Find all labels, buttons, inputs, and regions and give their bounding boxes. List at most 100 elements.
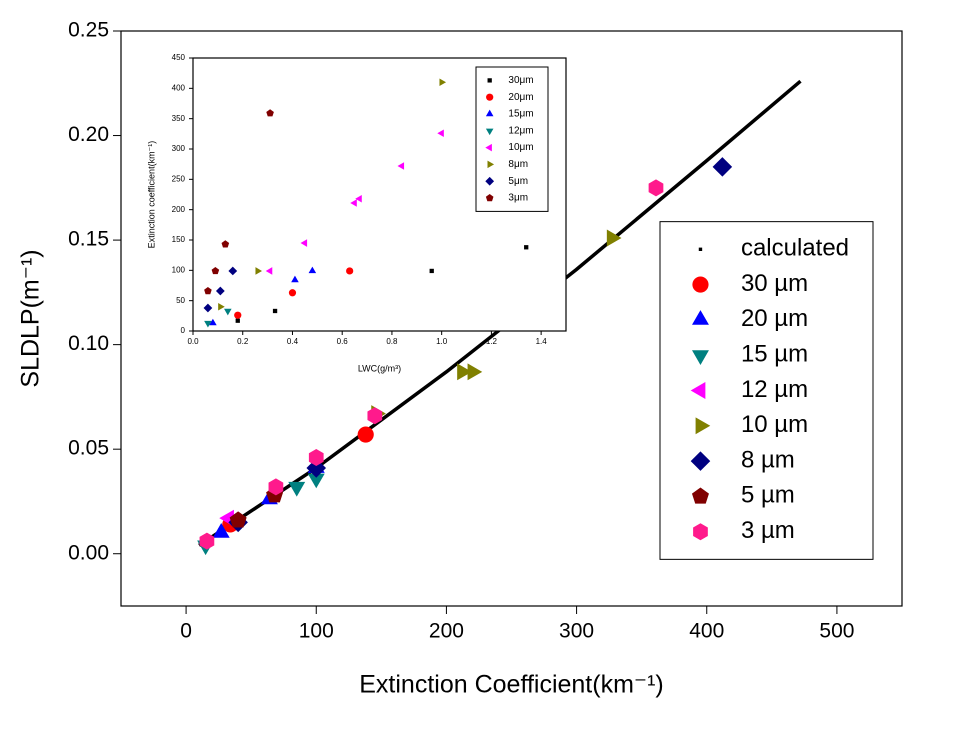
y-axis-title: Extinction coefficient(km⁻¹)	[146, 141, 156, 249]
y-tick-label: 300	[172, 144, 186, 153]
point	[439, 78, 447, 87]
point	[307, 473, 325, 489]
x-tick-label: 200	[429, 619, 464, 642]
x-tick-label: 0.6	[337, 337, 349, 346]
legend-marker	[485, 194, 494, 202]
legend-label: 5 µm	[741, 482, 795, 509]
x-tick-label: 0	[180, 619, 192, 642]
point	[367, 407, 383, 425]
legend-marker	[695, 417, 711, 435]
point	[397, 162, 405, 170]
y-tick-label: 0.10	[68, 332, 109, 355]
legend-marker	[692, 350, 709, 365]
point	[235, 318, 240, 323]
point	[199, 532, 215, 550]
legend-marker	[485, 143, 492, 152]
point	[288, 481, 306, 497]
x-tick-label: 0.8	[386, 337, 398, 346]
point	[211, 266, 220, 275]
legend-label: 8μm	[508, 159, 528, 170]
y-tick-label: 0	[181, 326, 186, 335]
x-tick-label: 100	[299, 619, 334, 642]
y-tick-label: 100	[172, 265, 186, 274]
legend-marker	[485, 109, 494, 117]
legend-marker	[692, 276, 709, 293]
legend-label: 30μm	[508, 75, 533, 86]
x-tick-label: 1.0	[436, 337, 448, 346]
legend-label: 3μm	[508, 193, 528, 204]
y-tick-label: 150	[172, 235, 186, 244]
point	[224, 308, 232, 316]
y-tick-label: 200	[172, 205, 186, 214]
point	[203, 303, 213, 313]
point	[268, 478, 284, 496]
point	[355, 194, 362, 203]
y-tick-label: 50	[176, 296, 185, 305]
point	[350, 199, 357, 207]
legend-label: 3 µm	[741, 517, 795, 544]
x-tick-label: 1.4	[536, 337, 548, 346]
legend-marker	[485, 176, 495, 186]
point	[212, 523, 230, 538]
point	[218, 302, 225, 311]
legend-label: 10μm	[508, 142, 533, 153]
point	[291, 275, 299, 283]
x-tick-label: 0.0	[187, 337, 199, 346]
legend-marker	[693, 523, 708, 541]
point	[606, 229, 622, 247]
legend-label: 20 µm	[741, 305, 808, 332]
legend-marker	[698, 247, 703, 251]
y-tick-label: 450	[172, 53, 186, 62]
x-tick-label: 0.2	[237, 337, 249, 346]
legend-marker	[692, 310, 709, 325]
legend-marker	[487, 78, 492, 83]
legend-marker	[487, 160, 495, 169]
legend-label: 15μm	[508, 109, 533, 120]
x-axis-title: Extinction Coefficient(km⁻¹)	[359, 671, 664, 699]
legend-label: 20μm	[508, 92, 533, 103]
point	[457, 363, 472, 381]
y-tick-label: 0.05	[68, 437, 109, 460]
point	[437, 129, 444, 138]
legend-label: 8 µm	[741, 446, 795, 473]
legend-marker	[485, 128, 494, 136]
legend-marker	[690, 451, 711, 471]
point	[229, 511, 247, 528]
x-tick-label: 1.2	[486, 337, 498, 346]
y-tick-label: 0.20	[68, 123, 109, 146]
y-tick-label: 250	[172, 174, 186, 183]
point	[300, 239, 308, 247]
point	[234, 311, 242, 319]
legend-label: 10 µm	[741, 411, 808, 438]
point	[306, 458, 327, 478]
point	[308, 266, 317, 274]
x-tick-label: 300	[559, 619, 594, 642]
y-tick-label: 0.00	[68, 541, 109, 564]
x-tick-label: 500	[819, 619, 854, 642]
legend-label: 15 µm	[741, 341, 808, 368]
point	[209, 318, 217, 326]
point	[272, 308, 278, 314]
point	[204, 286, 212, 295]
point	[524, 245, 529, 250]
legend-marker	[690, 382, 706, 399]
point	[712, 157, 733, 177]
y-tick-label: 0.25	[68, 19, 109, 42]
legend-label: 12 µm	[741, 376, 808, 403]
point	[255, 267, 263, 275]
legend-box	[475, 66, 549, 212]
point	[346, 267, 354, 275]
x-axis-title: LWC(g/m³)	[358, 363, 401, 373]
point	[265, 267, 273, 275]
legend-label: calculated	[741, 235, 849, 262]
point	[429, 268, 434, 274]
legend-label: 30 µm	[741, 270, 808, 297]
point	[215, 286, 225, 296]
point	[357, 426, 374, 443]
point	[204, 320, 212, 328]
point	[266, 109, 274, 117]
y-tick-label: 0.15	[68, 228, 109, 251]
point	[467, 363, 483, 381]
